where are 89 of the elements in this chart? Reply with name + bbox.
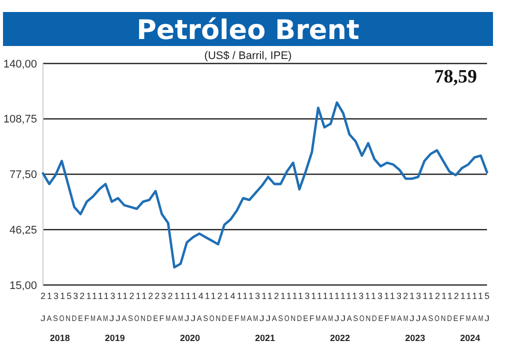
x-tick-label: S bbox=[53, 314, 58, 323]
x-tick-label: M bbox=[478, 314, 485, 323]
x-tick-label: S bbox=[128, 314, 134, 323]
x-tick-label: O bbox=[209, 314, 216, 323]
x-tick-label: F bbox=[84, 314, 90, 323]
x-tick-label: O bbox=[59, 314, 66, 323]
x-tick-label: N bbox=[290, 314, 296, 323]
x-tick-label: D bbox=[446, 314, 453, 323]
x-tick-label: D bbox=[296, 314, 303, 323]
x-tick-label: J bbox=[416, 314, 421, 323]
text: 2024 bbox=[460, 333, 480, 343]
y-tick-label: 108,75 bbox=[3, 114, 37, 126]
x-tick-label: O bbox=[284, 314, 291, 323]
x-tick-label: N bbox=[140, 314, 146, 323]
x-tick-label: M bbox=[466, 314, 472, 323]
x-tick-label: F bbox=[234, 314, 240, 323]
chart-subtitle: (US$ / Barril, IPE) bbox=[204, 50, 292, 62]
x-tick-label: M bbox=[166, 314, 172, 323]
x-tick-label: D bbox=[72, 314, 78, 323]
x-tick-label: N bbox=[216, 314, 222, 323]
annotation: 78,59 bbox=[434, 66, 477, 88]
x-tick-label: J bbox=[409, 314, 414, 323]
y-tick-label: 77,50 bbox=[9, 169, 37, 182]
chart-title: Petróleo Brent bbox=[136, 15, 360, 46]
x-tick-label: E bbox=[153, 314, 158, 323]
y-tick-label: 46,25 bbox=[9, 224, 37, 236]
x-tick-label: F bbox=[159, 314, 164, 323]
x-tick-label: F bbox=[459, 314, 465, 323]
x-tick-label: M bbox=[403, 314, 410, 323]
text: 2018 bbox=[50, 333, 70, 343]
x-tick-label: N bbox=[440, 314, 447, 323]
x-tick-label: J bbox=[116, 314, 121, 323]
x-tick-label: J bbox=[340, 314, 346, 323]
x-tick-label: D bbox=[146, 314, 153, 323]
x-tick-label: J bbox=[259, 314, 264, 323]
x-tick-label: J bbox=[190, 314, 196, 323]
x-tick-label: A bbox=[272, 314, 278, 323]
x-tick-label: A bbox=[346, 314, 353, 323]
text: 2021 bbox=[254, 333, 276, 343]
x-tick-label: M bbox=[328, 314, 335, 323]
x-tick-label: F bbox=[384, 314, 390, 323]
x-tick-label: D bbox=[222, 314, 228, 323]
x-tick-label: M bbox=[316, 314, 322, 323]
x-tick-label: N bbox=[366, 314, 372, 323]
y-tick-label: 140,00 bbox=[3, 58, 37, 70]
x-tick-label: D bbox=[372, 314, 378, 323]
x-tick-label: S bbox=[278, 314, 284, 323]
x-tick-label: A bbox=[422, 314, 428, 323]
x-tick-label: O bbox=[134, 314, 141, 323]
x-tick-label: S bbox=[203, 314, 208, 323]
x-tick-label: O bbox=[359, 314, 366, 323]
text: 2023 bbox=[405, 333, 426, 343]
x-tick-label: E bbox=[378, 314, 384, 323]
x-tick-label: M bbox=[90, 314, 98, 323]
x-tick-label: E bbox=[78, 314, 84, 323]
text: 213153211113112112232111141121411131121111311111111311311321311211211115 bbox=[40, 291, 490, 301]
x-tick-label: S bbox=[428, 314, 434, 323]
text: 2022 bbox=[330, 333, 350, 343]
x-tick-label: M bbox=[103, 314, 110, 323]
x-tick-label: A bbox=[96, 314, 102, 323]
x-tick-label: A bbox=[322, 314, 328, 323]
x-tick-label: N bbox=[66, 314, 72, 323]
x-tick-label: J bbox=[109, 314, 114, 323]
x-tick-label: E bbox=[453, 314, 459, 323]
x-tick-label: A bbox=[396, 314, 403, 323]
text: 2019 bbox=[104, 333, 125, 343]
x-tick-label: A bbox=[46, 314, 52, 323]
x-tick-label: J bbox=[334, 314, 340, 323]
x-tick-label: A bbox=[196, 314, 202, 323]
y-tick-label: 15,00 bbox=[9, 280, 37, 292]
x-tick-label: O bbox=[434, 314, 441, 323]
x-tick-label: J bbox=[40, 314, 46, 323]
line-series bbox=[42, 101, 488, 268]
x-tick-label: A bbox=[472, 314, 478, 323]
x-tick-label: J bbox=[266, 314, 271, 323]
text: 2020 bbox=[180, 333, 200, 343]
x-tick-label: A bbox=[172, 314, 178, 323]
x-tick-label: M bbox=[178, 314, 185, 323]
x-tick-label: M bbox=[390, 314, 398, 323]
x-tick-label: E bbox=[228, 314, 234, 323]
x-tick-label: J bbox=[484, 314, 490, 323]
x-tick-label: J bbox=[184, 314, 190, 323]
x-tick-label: F bbox=[309, 314, 315, 323]
x-tick-label: M bbox=[253, 314, 260, 323]
x-tick-label: A bbox=[122, 314, 128, 323]
x-tick-label: E bbox=[303, 314, 308, 323]
x-tick-label: A bbox=[246, 314, 252, 323]
x-tick-label: M bbox=[240, 314, 248, 323]
x-tick-label: S bbox=[353, 314, 359, 323]
